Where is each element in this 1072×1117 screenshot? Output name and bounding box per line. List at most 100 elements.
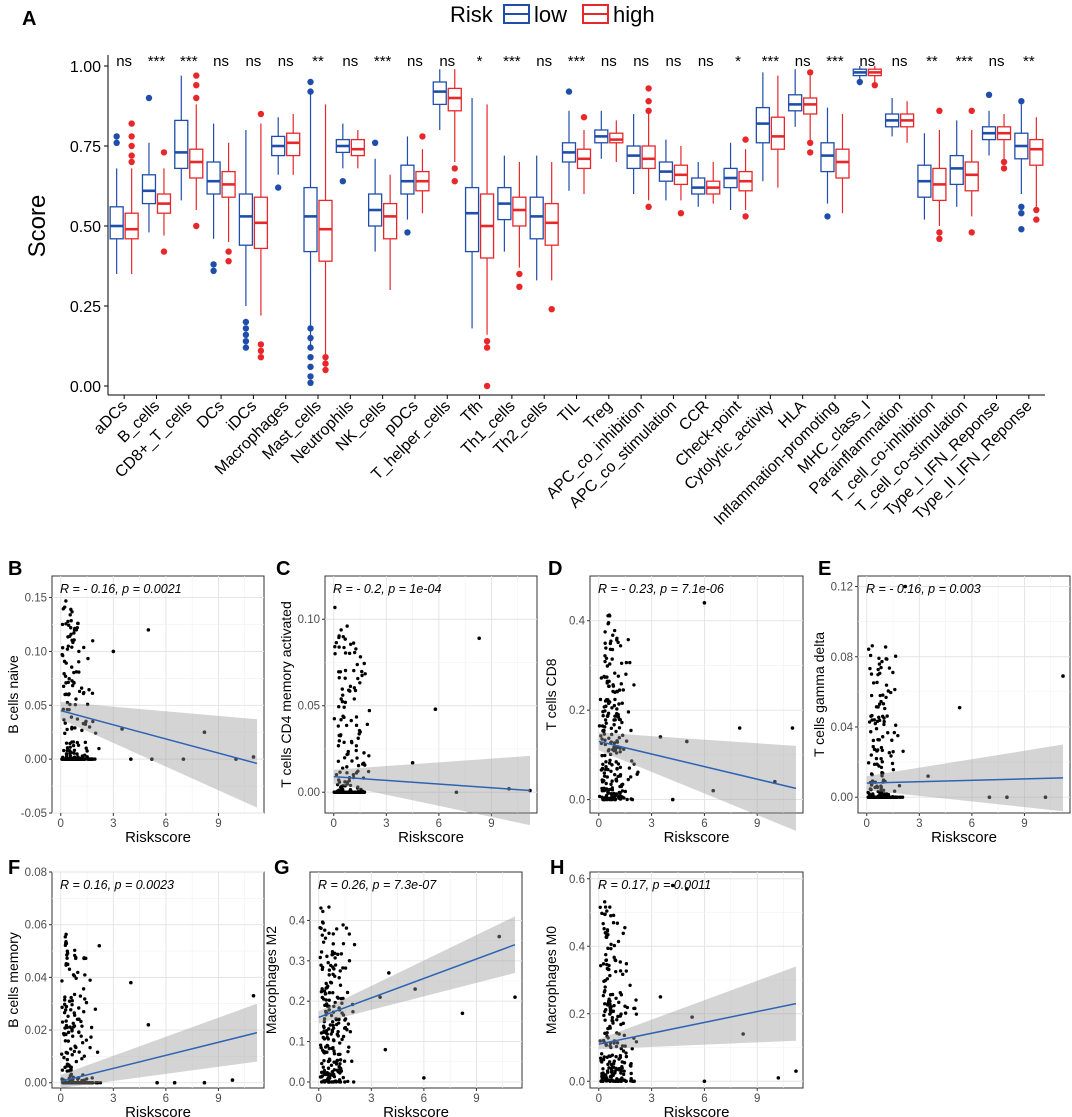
scatter-point: [903, 584, 908, 589]
scatter-point: [433, 707, 438, 712]
scatter-point: [66, 623, 71, 627]
scatter-point: [354, 647, 358, 651]
scatter-point: [319, 1080, 324, 1084]
y-tick-label: 0.00: [298, 787, 320, 799]
scatter-point: [343, 700, 348, 705]
outlier-point-high: [580, 114, 588, 121]
scatter-point: [611, 1009, 616, 1013]
x-tick-label: 0: [58, 818, 64, 830]
scatter-point: [65, 746, 70, 750]
scatter-point: [332, 1052, 337, 1056]
scatter-point: [340, 787, 345, 792]
scatter-point: [616, 939, 621, 944]
scatter-point: [358, 655, 363, 659]
scatter-point: [598, 1039, 602, 1043]
scatter-point: [327, 1008, 331, 1012]
scatter-point: [617, 736, 622, 740]
scatter-point: [867, 795, 871, 799]
x-tick-label: 6: [969, 818, 975, 830]
scatter-point: [69, 715, 74, 719]
y-tick-label: 0.02: [25, 1025, 47, 1037]
outlier-point-high: [193, 72, 200, 79]
panel-e: E 0 3 6 9 0.00 0.04 0.08 0.12 Riskscore T cells ga…: [811, 558, 1071, 846]
significance-label: ns: [536, 53, 552, 70]
scatter-point: [345, 624, 349, 628]
scatter-point: [345, 765, 349, 769]
significance-label: ns: [439, 53, 455, 70]
scatter-point: [322, 1051, 327, 1055]
scatter-point: [620, 701, 624, 705]
scatter-point: [84, 1038, 89, 1042]
scatter-point: [354, 744, 359, 748]
scatter-point: [327, 1072, 332, 1076]
scatter-point: [349, 718, 353, 723]
confidence-band: [318, 916, 515, 1024]
scatter-point: [338, 983, 343, 987]
scatter-point: [608, 1002, 612, 1006]
scatter-point: [600, 737, 604, 741]
scatter-point: [602, 1013, 606, 1018]
scatter-point: [86, 656, 90, 661]
x-tick-label: 0: [316, 1093, 322, 1105]
scatter-point: [880, 773, 884, 777]
scatter-point: [343, 966, 348, 970]
scatter-point: [604, 958, 609, 962]
significance-label: ns: [116, 53, 132, 70]
scatter-point: [327, 931, 331, 935]
scatter-point: [883, 706, 887, 711]
scatter-point: [879, 665, 883, 670]
scatter-point: [65, 748, 69, 753]
scatter-point: [343, 1080, 347, 1084]
scatter-point: [625, 1005, 630, 1010]
scatter-point: [326, 960, 330, 965]
scatter-point: [599, 1052, 604, 1056]
box-high: [124, 212, 139, 240]
scatter-point: [345, 782, 350, 786]
x-tick-label: 0: [596, 1093, 602, 1105]
scatter-point: [329, 963, 333, 968]
scatter-point: [610, 1065, 615, 1070]
scatter-point: [477, 636, 481, 641]
scatter-point: [893, 723, 898, 727]
scatter-point: [609, 639, 613, 643]
scatter-point: [69, 1047, 73, 1051]
panel-f: F 0 3 6 9 0.00 0.02 0.04 0.06 0.08 Riskscore B cell…: [5, 857, 265, 1117]
y-tick-label: 0.00: [25, 1078, 47, 1090]
scatter-point: [629, 1071, 633, 1076]
significance-label: ns: [666, 53, 682, 70]
box-low: [788, 94, 803, 112]
scatter-point: [605, 675, 609, 679]
scatter-point: [64, 1050, 68, 1055]
y-axis-label: B cells naive: [5, 655, 21, 734]
x-axis-label: Riskscore: [931, 829, 997, 846]
y-tick-label: 0.00: [70, 379, 101, 396]
scatter-point: [357, 732, 361, 736]
box-low: [303, 186, 318, 253]
outlier-point-low: [985, 91, 993, 99]
y-tick-label: 0.4: [569, 616, 586, 628]
panel-b: B 0 3 6 9 -0.05 0.00 0.05 0.10 0.15 Riskscore B cel…: [5, 558, 265, 846]
scatter-point: [75, 717, 80, 721]
scatter-point: [65, 647, 70, 651]
scatter-point: [65, 953, 69, 957]
scatter-point: [616, 715, 621, 719]
x-axis-label: Riskscore: [125, 1104, 191, 1117]
scatter-point: [84, 746, 88, 750]
scatter-point: [62, 748, 66, 753]
scatter-point: [72, 1081, 76, 1085]
scatter-point: [331, 990, 335, 995]
scatter-point: [629, 728, 633, 733]
scatter-point: [620, 782, 625, 787]
scatter-point: [611, 633, 615, 637]
scatter-point: [608, 1012, 612, 1016]
scatter-point: [320, 987, 324, 991]
scatter-point: [607, 1060, 612, 1064]
scatter-point: [622, 747, 626, 751]
scatter-point: [600, 1060, 604, 1064]
x-tick-label: 9: [754, 1093, 760, 1105]
scatter-point: [60, 757, 64, 761]
scatter-point: [326, 1066, 331, 1070]
scatter-point: [77, 1006, 81, 1010]
scatter-point: [74, 976, 78, 981]
scatter-point: [604, 704, 608, 708]
